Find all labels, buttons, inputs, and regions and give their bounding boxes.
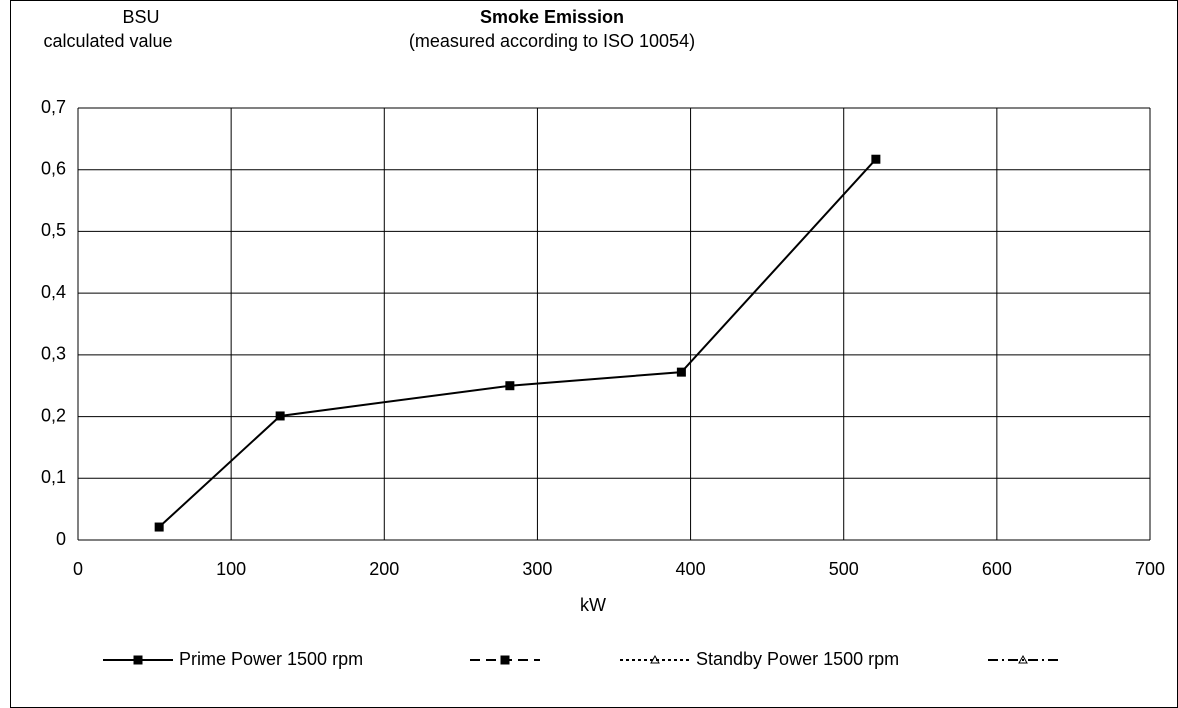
y-tick-label: 0,4 — [41, 282, 66, 302]
x-tick-label: 400 — [676, 559, 706, 579]
marker — [505, 381, 515, 391]
y-axis-label: calculated value — [43, 31, 172, 51]
marker — [154, 522, 164, 532]
y-tick-label: 0 — [56, 529, 66, 549]
legend-marker — [650, 654, 660, 664]
chart-title: Smoke Emission — [480, 7, 624, 27]
legend-marker — [133, 655, 143, 665]
y-axis-label: BSU — [122, 7, 159, 27]
y-tick-label: 0,2 — [41, 405, 66, 425]
x-tick-label: 600 — [982, 559, 1012, 579]
legend-marker — [1018, 654, 1028, 664]
x-tick-label: 700 — [1135, 559, 1165, 579]
legend-label: Standby Power 1500 rpm — [696, 649, 899, 669]
x-tick-label: 200 — [369, 559, 399, 579]
y-tick-label: 0,3 — [41, 344, 66, 364]
x-axis-label: kW — [580, 595, 606, 615]
chart-subtitle: (measured according to ISO 10054) — [409, 31, 695, 51]
y-tick-label: 0,1 — [41, 467, 66, 487]
y-tick-label: 0,5 — [41, 220, 66, 240]
marker — [871, 154, 881, 164]
x-tick-label: 0 — [73, 559, 83, 579]
marker — [676, 367, 686, 377]
legend-label: Prime Power 1500 rpm — [179, 649, 363, 669]
x-tick-label: 500 — [829, 559, 859, 579]
x-tick-label: 100 — [216, 559, 246, 579]
marker — [275, 411, 285, 421]
series-line — [158, 158, 877, 528]
y-tick-label: 0,7 — [41, 97, 66, 117]
legend-marker — [500, 655, 510, 665]
y-tick-label: 0,6 — [41, 158, 66, 178]
x-tick-label: 300 — [522, 559, 552, 579]
